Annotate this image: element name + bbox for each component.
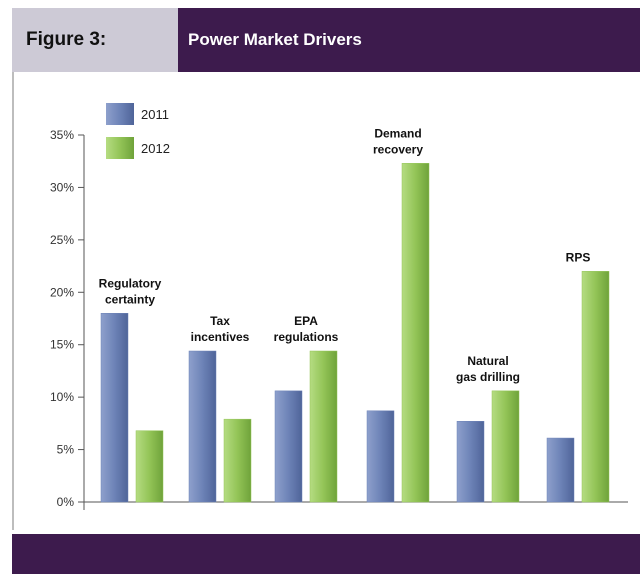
chart-bars	[100, 163, 610, 503]
footer-bar	[12, 534, 640, 574]
category-label: certainty	[105, 292, 155, 306]
figure-label: Figure 3:	[12, 8, 178, 72]
legend-swatch-2012	[106, 137, 134, 159]
legend-swatch-2011	[106, 103, 134, 125]
y-tick-label: 15%	[50, 338, 74, 352]
bar-2012	[491, 390, 520, 503]
y-tick-label: 10%	[50, 390, 74, 404]
category-label: Natural	[467, 354, 508, 368]
y-tick-label: 35%	[50, 128, 74, 142]
y-tick-label: 0%	[57, 495, 75, 509]
bar-2011	[546, 437, 575, 503]
category-label: EPA	[294, 314, 318, 328]
frame-border	[12, 72, 14, 530]
bar-2011	[274, 390, 303, 503]
legend-label-2011: 2011	[141, 107, 169, 122]
category-label: Demand	[374, 126, 421, 140]
bar-2012	[581, 271, 610, 503]
chart-category-labels: Regulatory certainty Tax incentives EPA regul…	[99, 126, 591, 384]
bar-2011	[188, 350, 217, 503]
legend-label-2012: 2012	[141, 141, 170, 156]
bar-2011	[456, 421, 485, 503]
bar-2011	[366, 410, 395, 503]
y-tick-label: 5%	[57, 443, 75, 457]
category-label: incentives	[191, 330, 250, 344]
y-tick-label: 25%	[50, 233, 74, 247]
bar-2012	[135, 430, 164, 503]
category-label: Tax	[210, 314, 230, 328]
bar-2012	[401, 163, 430, 503]
chart-legend: 2011 2012	[106, 103, 170, 159]
category-label: regulations	[274, 330, 339, 344]
figure-header: Figure 3: Power Market Drivers	[12, 8, 640, 72]
y-tick-label: 30%	[50, 180, 74, 194]
category-label: Regulatory	[99, 276, 162, 290]
category-label: recovery	[373, 142, 423, 156]
y-tick-label: 20%	[50, 285, 74, 299]
category-label: RPS	[566, 250, 591, 264]
chart-title: Power Market Drivers	[178, 8, 640, 72]
bar-2011	[100, 313, 129, 503]
bar-2012	[223, 418, 252, 503]
chart-axes: 0% 5% 10% 15% 20% 25% 30% 35%	[50, 128, 628, 510]
category-label: gas drilling	[456, 370, 520, 384]
bar-2012	[309, 350, 338, 503]
